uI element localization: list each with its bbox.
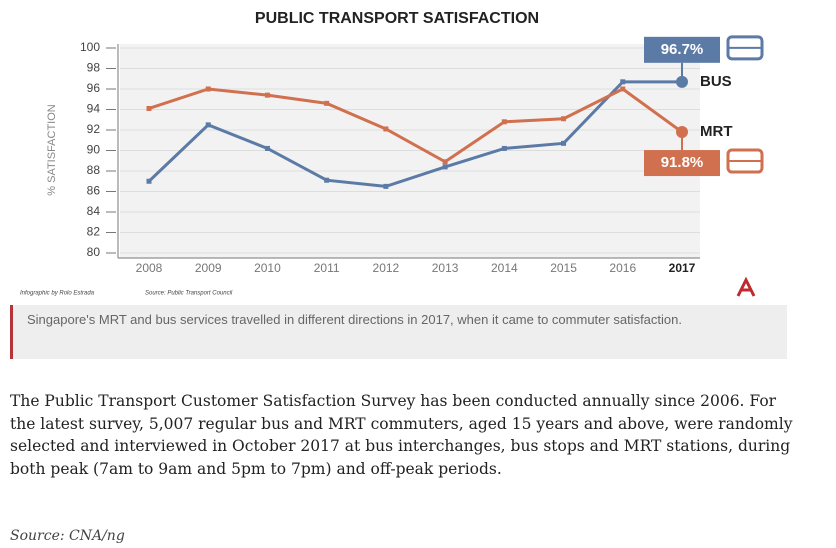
point — [620, 79, 626, 85]
x-tick-label: 2011 — [314, 261, 340, 275]
x-tick-label: 2013 — [432, 261, 459, 275]
point — [264, 92, 270, 98]
x-tick-label: 2008 — [136, 261, 163, 275]
logo — [736, 276, 756, 297]
caption: Singapore's MRT and bus services travell… — [10, 305, 787, 359]
y-tick-label: 82 — [87, 225, 101, 239]
legend-label: MRT — [700, 123, 733, 140]
value-label: 96.7% — [661, 41, 704, 58]
y-tick-label: 100 — [80, 40, 100, 54]
point — [146, 178, 152, 184]
y-axis-label: % SATISFACTION — [46, 104, 58, 196]
point — [442, 164, 448, 170]
point — [264, 145, 270, 151]
y-tick-label: 84 — [87, 204, 101, 218]
y-tick-label: 90 — [87, 143, 101, 157]
chart: PUBLIC TRANSPORT SATISFACTION % SATISFAC… — [20, 10, 764, 297]
x-tick-label: 2016 — [609, 261, 636, 275]
legend-label: BUS — [700, 73, 732, 90]
y-tick-label: 96 — [87, 81, 101, 95]
x-tick-label: 2010 — [254, 261, 281, 275]
series-line — [148, 87, 683, 164]
point — [383, 183, 389, 189]
y-tick-label: 92 — [87, 122, 101, 136]
x-tick-label: 2017 — [669, 261, 696, 275]
point — [324, 100, 330, 106]
credit: Infographic by Rolo Estrada — [20, 291, 95, 297]
source: Source: Public Transport Council — [145, 291, 233, 297]
body-text: The Public Transport Customer Satisfacti… — [10, 392, 793, 478]
y-tick-label: 86 — [87, 184, 101, 198]
chart-title: PUBLIC TRANSPORT SATISFACTION — [255, 10, 539, 27]
x-tick-label: 2009 — [195, 261, 222, 275]
point — [561, 140, 567, 146]
source-line: Source: CNA/ng — [10, 528, 125, 544]
y-tick-label: 94 — [87, 102, 101, 116]
point — [383, 126, 389, 132]
point — [324, 177, 330, 183]
y-tick-label: 98 — [87, 61, 101, 75]
point — [205, 122, 211, 128]
value-label-box — [644, 150, 720, 177]
x-tick-label: 2015 — [550, 261, 577, 275]
x-tick-label: 2012 — [373, 261, 400, 275]
value-label: 91.8% — [661, 154, 704, 171]
point — [561, 116, 567, 122]
y-tick-label: 80 — [87, 245, 101, 259]
y-tick-label: 88 — [87, 163, 101, 177]
x-tick-label: 2014 — [491, 261, 518, 275]
value-label-box — [644, 36, 720, 63]
point — [442, 159, 448, 165]
point — [620, 86, 626, 92]
point — [501, 119, 507, 125]
point — [205, 86, 211, 92]
point — [146, 105, 152, 111]
series-line — [147, 80, 682, 188]
point — [501, 145, 507, 151]
